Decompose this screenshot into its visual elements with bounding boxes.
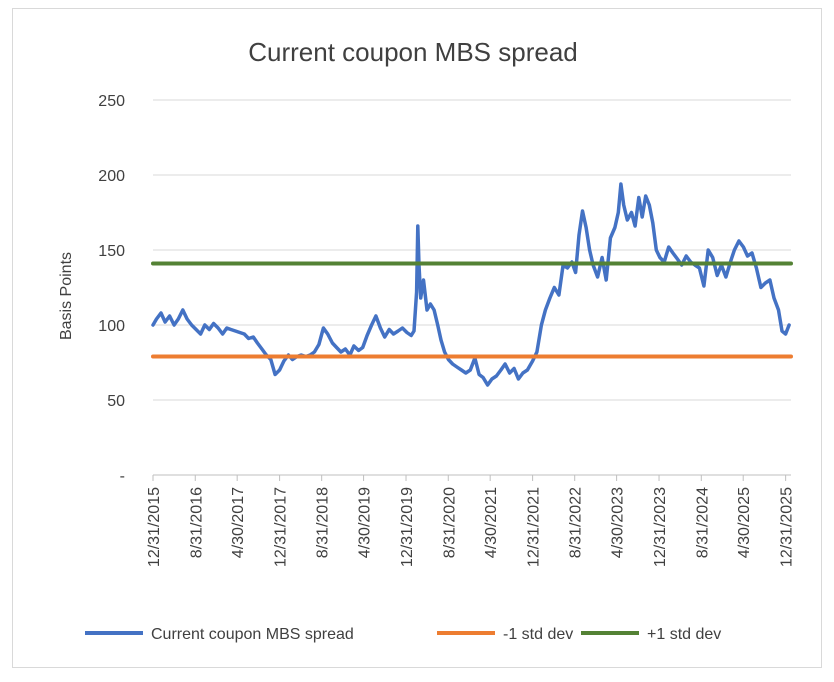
y-axis-ticks: - 50 100 150 200 250 <box>98 93 125 485</box>
x-tick-label: 8/31/2018 <box>315 487 332 558</box>
x-tick-label: 12/31/2021 <box>526 487 543 567</box>
x-tick-label: 4/30/2025 <box>736 487 753 558</box>
x-axis: 12/31/2015 8/31/2016 4/30/2017 12/31/2017 8/… <box>146 474 796 567</box>
y-axis-title: Basis Points <box>58 252 75 340</box>
series-lines <box>151 182 793 387</box>
x-tick-label: 12/31/2019 <box>399 487 416 567</box>
x-tick-label: 8/31/2016 <box>188 487 205 558</box>
y-tick-label: 100 <box>98 318 125 335</box>
x-tick-label: 4/30/2023 <box>610 487 627 558</box>
y-tick-label: 250 <box>98 93 125 110</box>
x-tick-label: 8/31/2022 <box>568 487 585 558</box>
x-tick-label: 12/31/2017 <box>273 487 290 567</box>
line-chart: Current coupon MBS spread Basis Points -… <box>58 37 796 643</box>
y-tick-label: 50 <box>107 393 125 410</box>
x-tick-label: 4/30/2017 <box>230 487 247 558</box>
legend-label: +1 std dev <box>647 626 721 643</box>
x-tick-label: 12/31/2023 <box>652 487 669 567</box>
x-tick-label: 4/30/2021 <box>483 487 500 558</box>
x-tick-label: 12/31/2015 <box>146 487 163 567</box>
x-tick-label: 8/31/2020 <box>441 487 458 558</box>
chart-frame: Current coupon MBS spread Basis Points -… <box>12 8 822 668</box>
x-tick-label: 4/30/2019 <box>357 487 374 558</box>
legend-label: Current coupon MBS spread <box>151 626 354 643</box>
legend-label: -1 std dev <box>503 626 573 643</box>
gridlines <box>153 99 791 401</box>
legend: Current coupon MBS spread -1 std dev +1 st… <box>85 626 721 643</box>
x-tick-label: 12/31/2025 <box>779 487 796 567</box>
x-tick-label: 8/31/2024 <box>694 487 711 558</box>
y-tick-label: 150 <box>98 243 125 260</box>
series-line-mbs-spread <box>151 182 791 387</box>
y-tick-label: - <box>120 468 125 485</box>
chart-title: Current coupon MBS spread <box>248 37 578 67</box>
y-tick-label: 200 <box>98 168 125 185</box>
